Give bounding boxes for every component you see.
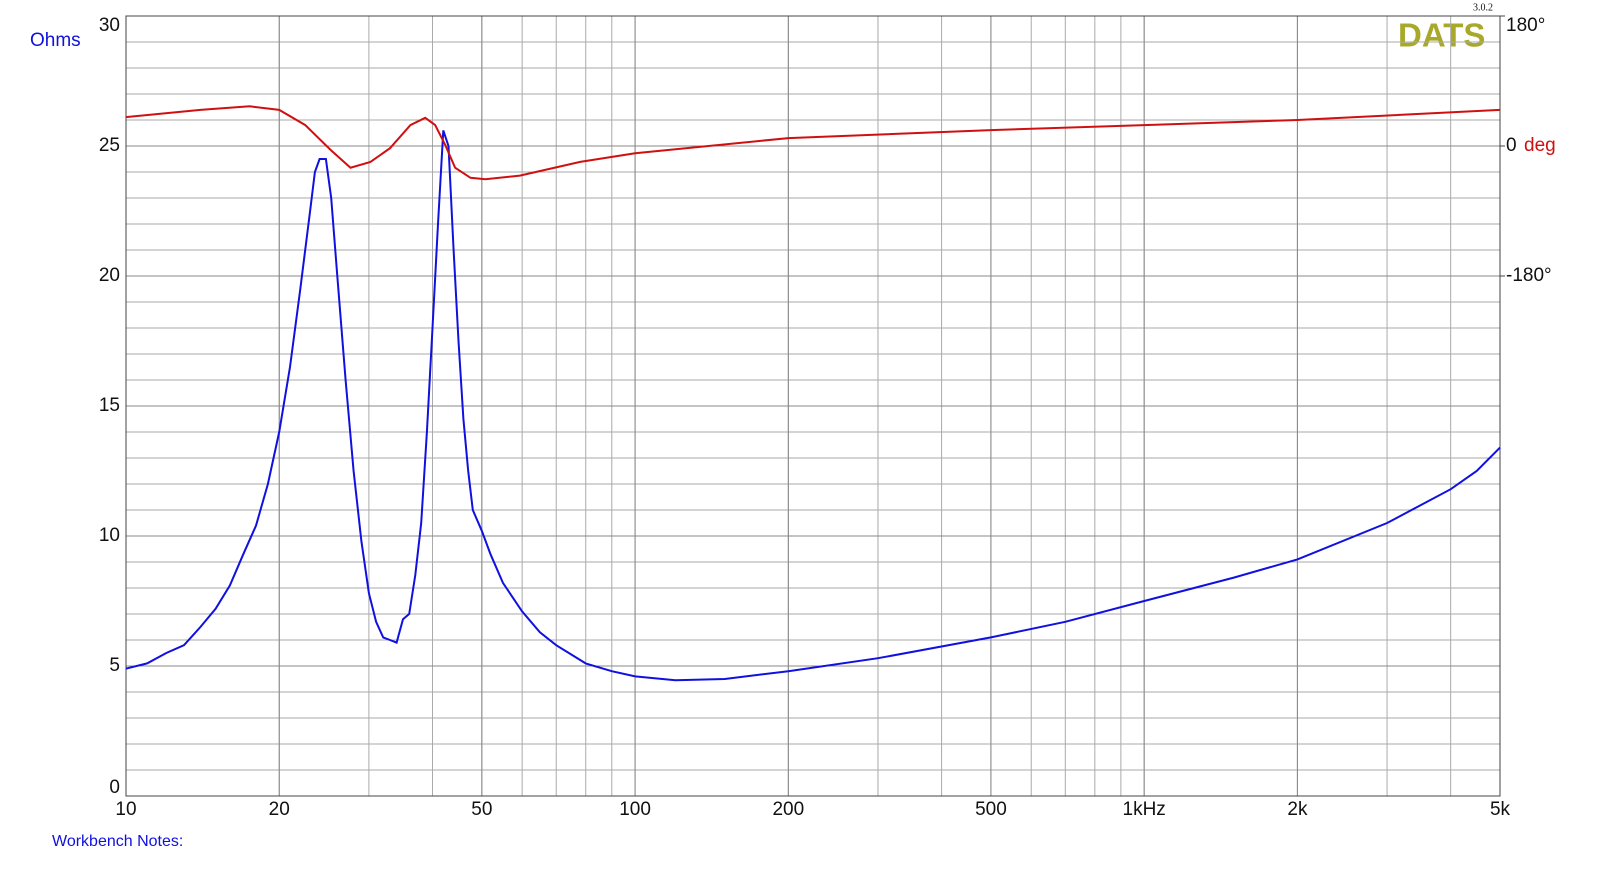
x-tick-label: 100: [619, 799, 651, 820]
y-tick-label: 25: [99, 135, 120, 156]
y2-tick-label: 0: [1506, 135, 1517, 156]
version: 3.0.2: [1473, 2, 1493, 13]
x-tick-label: 2k: [1287, 799, 1308, 820]
y-tick-label: 5: [109, 655, 120, 676]
y2-tick-label: 180°: [1506, 15, 1545, 36]
y-tick-label: 20: [99, 265, 120, 286]
impedance-line: [125, 105, 1501, 181]
y-axis-label: Ohms: [30, 30, 81, 51]
x-tick-label: 20: [269, 799, 290, 820]
y2-tick-label: -180°: [1506, 265, 1552, 286]
impedance-line: [125, 130, 1501, 682]
plot-frame: [125, 15, 1501, 797]
logo: DATS: [1398, 17, 1485, 54]
x-tick-label: 50: [471, 799, 492, 820]
footer-note: Workbench Notes:: [52, 833, 183, 850]
x-tick-label: 500: [975, 799, 1007, 820]
y-tick-label: 15: [99, 395, 120, 416]
y-tick-label: 10: [99, 525, 120, 546]
x-tick-label: 200: [772, 799, 804, 820]
y-tick-label: 30: [99, 15, 120, 36]
x-tick-label: 5k: [1490, 799, 1511, 820]
y2-axis-label: deg: [1524, 135, 1556, 156]
x-tick-label: 1kHz: [1123, 799, 1166, 820]
x-tick-label: 10: [115, 799, 136, 820]
y-tick-label: 0: [109, 777, 120, 798]
